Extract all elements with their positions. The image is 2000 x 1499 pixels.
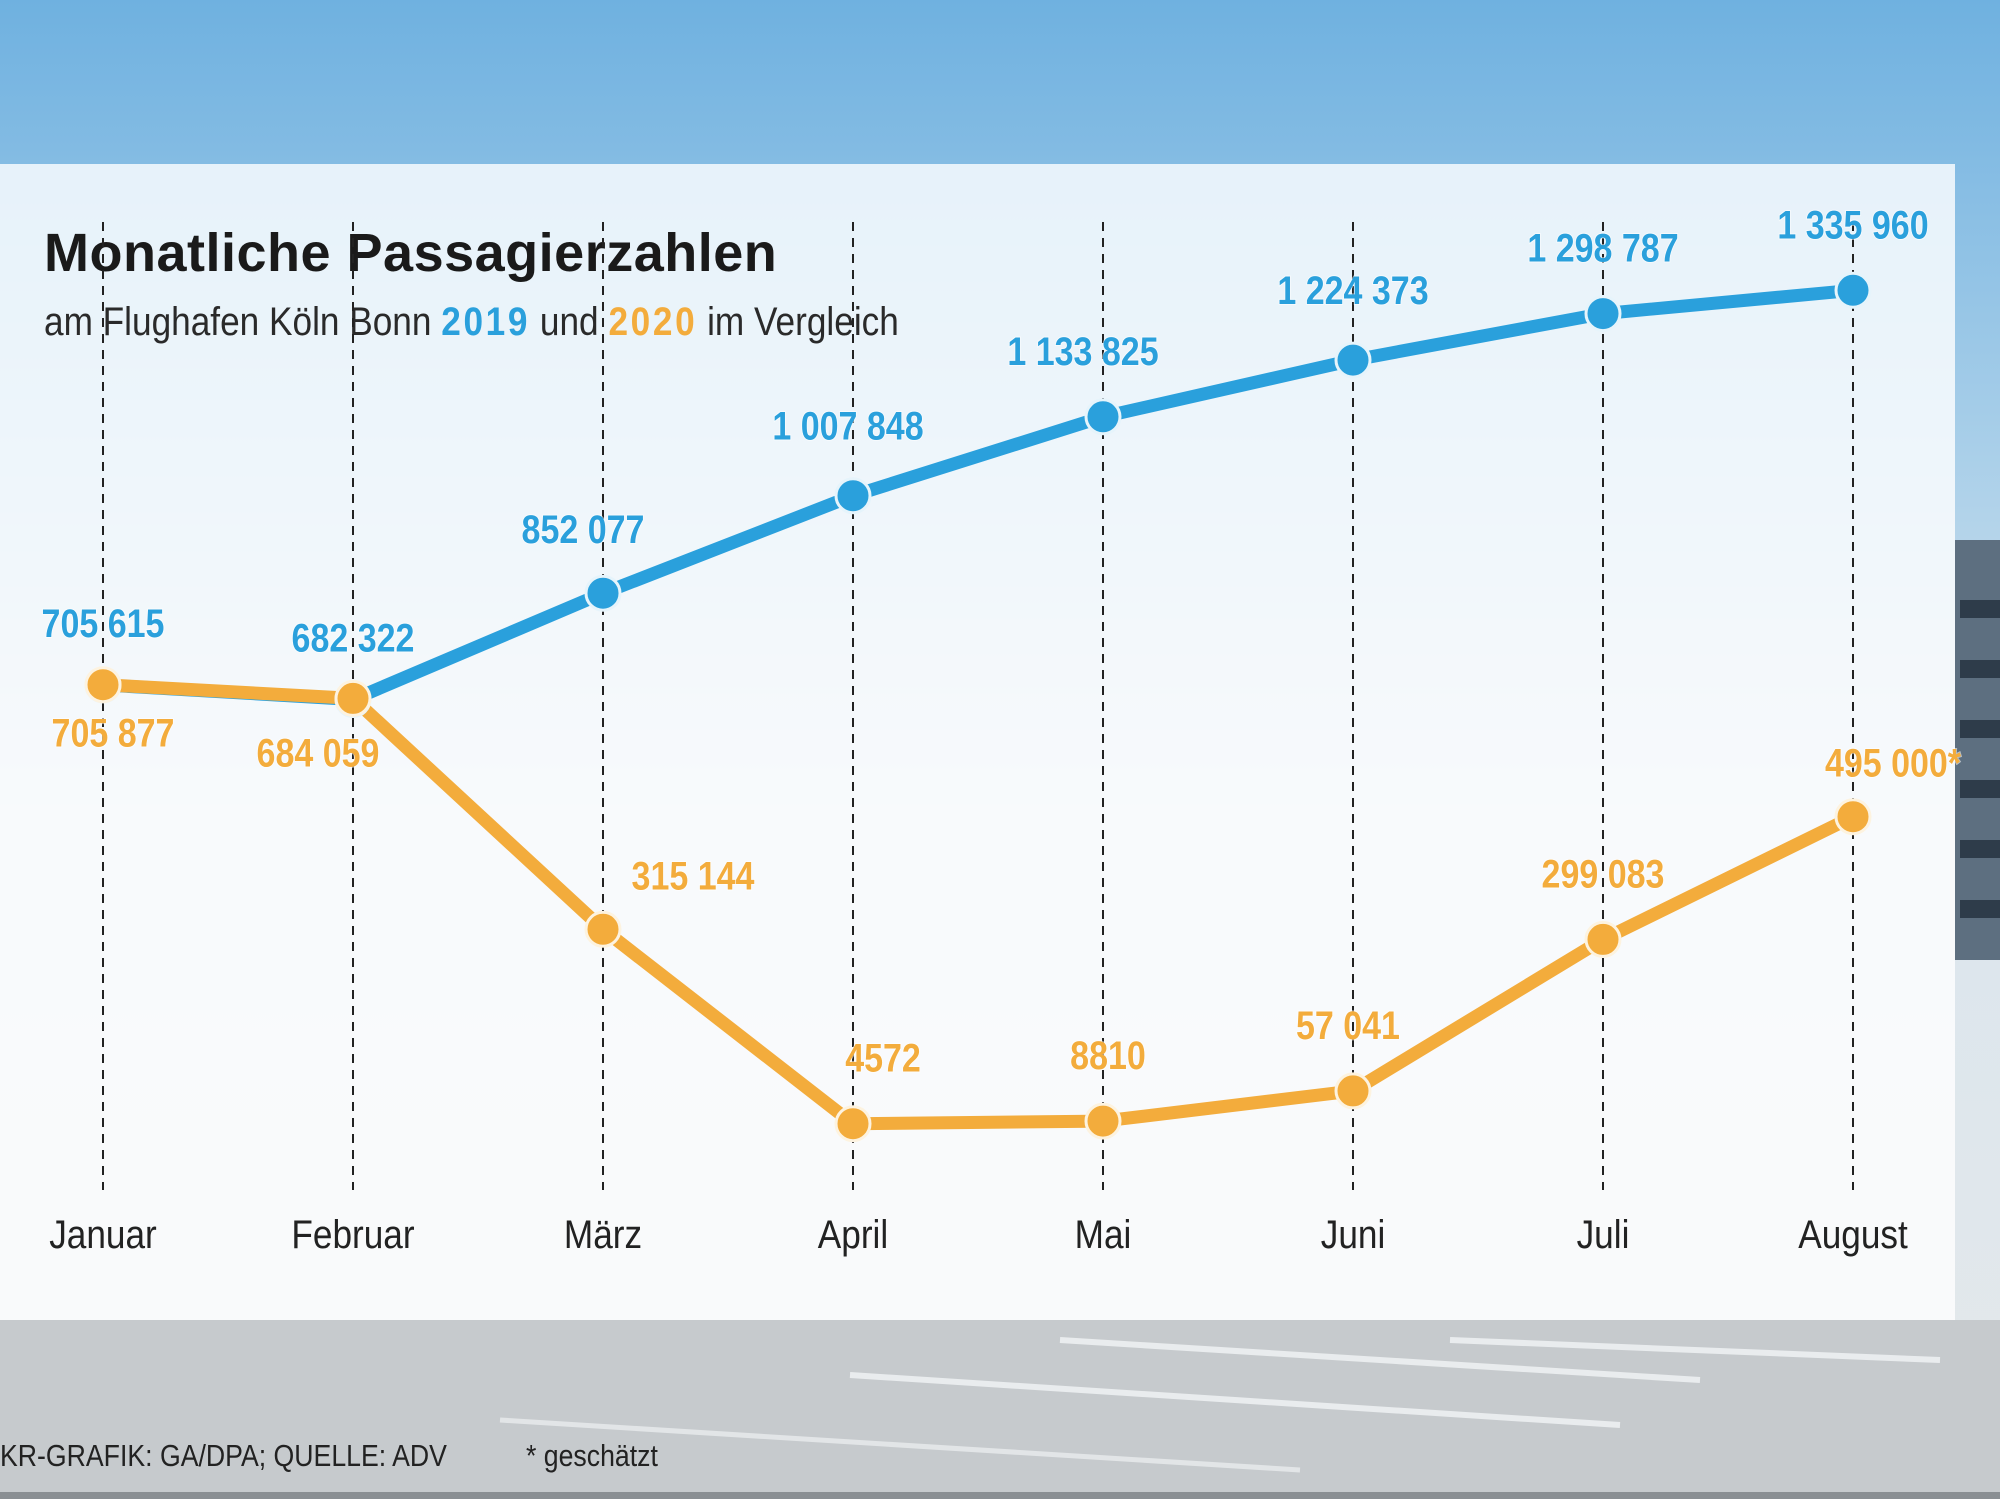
data-label-2019-2: 682 322 [292,615,415,660]
series-line-2019 [96,283,1860,706]
point-2020-7 [1584,920,1622,958]
data-label-2020-1: 705 877 [52,710,175,755]
point-2019-8 [1834,271,1872,309]
x-tick-label: Juli [1577,1212,1630,1257]
series-line-2020 [96,678,1860,1131]
point-2020-5 [1084,1102,1122,1140]
point-2020-8 [1834,798,1872,836]
chart-subtitle: am Flughafen Köln Bonn 2019 und 2020 im … [44,300,899,345]
point-2019-3 [584,574,622,612]
subtitle-prefix: am Flughafen Köln Bonn [44,300,432,344]
point-2020-6 [1334,1072,1372,1110]
data-label-2019-8: 1 335 960 [1777,202,1928,247]
data-label-2019-1: 705 615 [42,600,165,645]
x-tick-label: Mai [1075,1212,1132,1257]
data-label-2020-2: 684 059 [257,730,380,775]
x-tick-label: August [1798,1212,1908,1257]
point-2020-2 [334,679,372,717]
source-credit: KR-GRAFIK: GA/DPA; QUELLE: ADV [0,1438,447,1473]
data-label-2019-3: 852 077 [522,507,645,552]
data-label-2020-4: 4572 [845,1035,921,1080]
point-2020-3 [584,910,622,948]
point-2019-5 [1084,398,1122,436]
x-tick-label: Januar [49,1212,157,1257]
point-2020-4 [834,1105,872,1143]
data-label-2019-4: 1 007 848 [772,403,923,448]
chart-title: Monatliche Passagierzahlen [44,223,778,283]
data-label-2020-7: 299 083 [1542,851,1665,896]
point-2019-6 [1334,341,1372,379]
x-tick-label: Juni [1321,1212,1386,1257]
subtitle-year-2020: 2020 [608,300,698,344]
data-label-2020-5: 8810 [1070,1032,1146,1077]
data-label-2020-3: 315 144 [632,853,755,898]
data-label-2020-8: 495 000* [1825,740,1962,785]
point-2019-4 [834,477,872,515]
data-label-2019-7: 1 298 787 [1527,225,1678,270]
data-label-2019-6: 1 224 373 [1277,267,1428,312]
data-label-2019-5: 1 133 825 [1007,328,1158,373]
x-tick-label: Februar [291,1212,414,1257]
footnote-estimated: * geschätzt [526,1438,658,1473]
point-2019-7 [1584,295,1622,333]
subtitle-middle: und [539,300,599,344]
x-tick-label: April [818,1212,888,1257]
data-label-2020-6: 57 041 [1296,1002,1400,1047]
x-tick-label: März [564,1212,642,1257]
subtitle-suffix: im Vergleich [707,300,899,344]
point-2020-1 [84,666,122,704]
subtitle-year-2019: 2019 [441,300,531,344]
